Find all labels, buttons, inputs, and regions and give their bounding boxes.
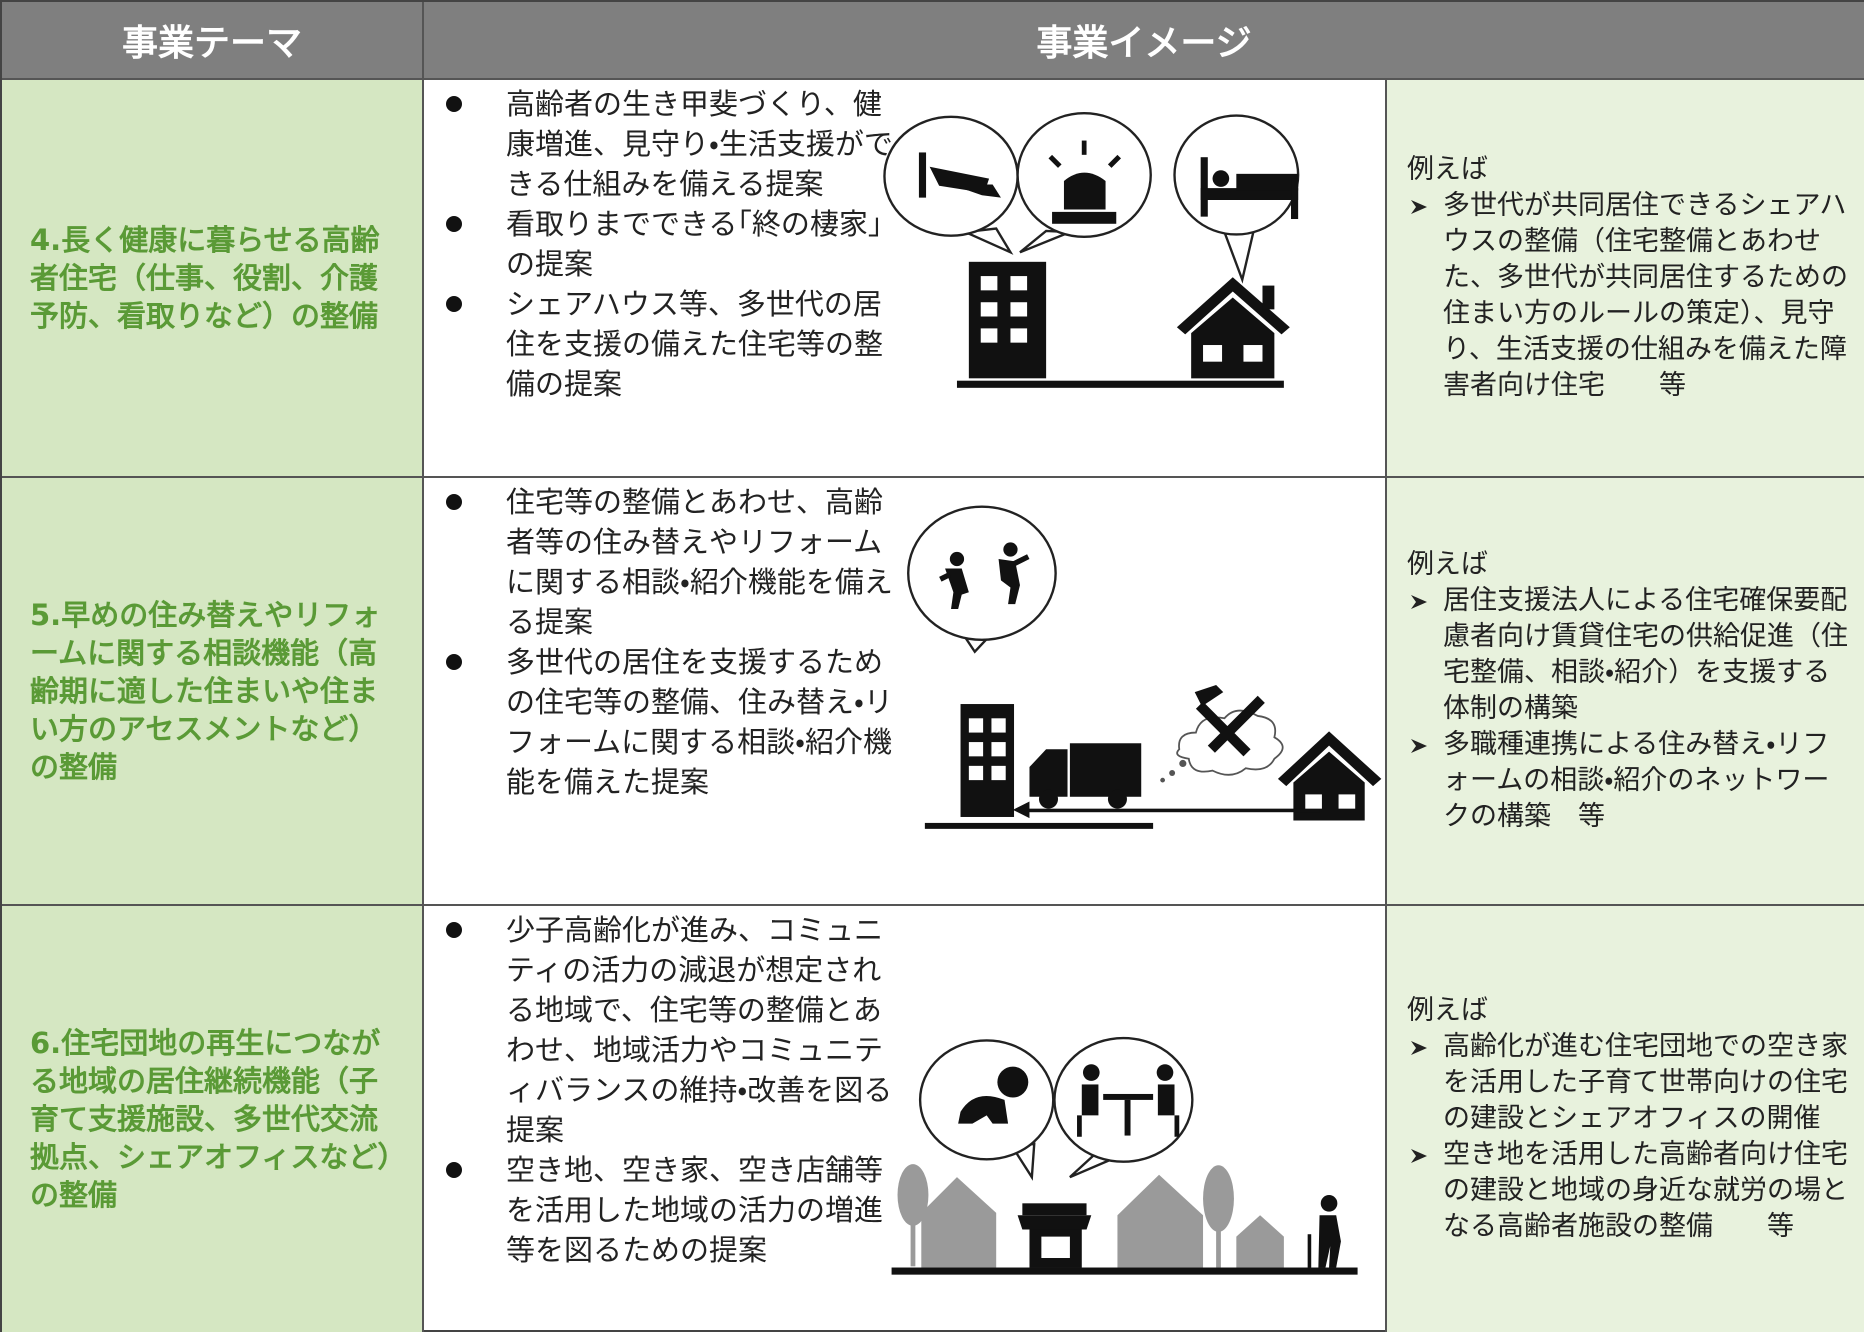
example-intro: 例えば [1407, 154, 1488, 185]
arrow-bullet [1411, 1041, 1427, 1055]
example-cell: 例えば多世代が共同居住できるシェアハウスの整備（住宅整備とあわせた、多世代が共同… [1387, 80, 1864, 478]
example-text: 居住支援法人による住宅確保要配慮者向け賃貸住宅の供給促進（住宅整備、相談・紹介）… [1443, 585, 1848, 724]
bullet-item: 住宅等の整備とあわせ、高齢者等の住み替えやリフォームに関する相談・紹介機能を備え… [438, 482, 1385, 642]
arrow-bullet [1411, 200, 1427, 214]
arrow-shape [1411, 1041, 1427, 1055]
bullet-text: 看取りまでできる｢終の棲家｣の提案 [506, 207, 883, 281]
arrow-bullet [1411, 1149, 1427, 1163]
arrow-bullet [1411, 739, 1427, 753]
bullet-dot [446, 296, 462, 312]
example-intro: 例えば [1407, 549, 1488, 580]
header-image: 事業イメージ [424, 2, 1864, 80]
theme-text: 6.住宅団地の再生につながる地域の居住継続機能（子育て支援施設、多世代交流拠点、… [30, 1026, 392, 1212]
header-theme: 事業テーマ [2, 2, 424, 80]
arrow-shape [1411, 739, 1427, 753]
bullet-item: 少子高齢化が進み、コミュニティの活力の減退が想定される地域で、住宅等の整備とあわ… [438, 910, 1385, 1150]
bullet-text: 少子高齢化が進み、コミュニティの活力の減退が想定される地域で、住宅等の整備とあわ… [506, 913, 893, 1147]
arrow-shape [1411, 1149, 1427, 1163]
bullet-text: 高齢者の生き甲斐づくり、健康増進、見守り・生活支援ができる仕組みを備える提案 [506, 87, 893, 201]
example-item: 高齢化が進む住宅団地での空き家を活用した子育て世帯向けの住宅の建設とシェアオフィ… [1407, 1029, 1854, 1137]
example-item: 多世代が共同居住できるシェアハウスの整備（住宅整備とあわせた、多世代が共同居住す… [1407, 188, 1854, 404]
bullet-text: 空き地、空き家、空き店舗等を活用した地域の活力の増進等を図るための提案 [506, 1153, 884, 1267]
bullet-dot [446, 922, 462, 938]
example-text: 高齢化が進む住宅団地での空き家を活用した子育て世帯向けの住宅の建設とシェアオフィ… [1443, 1031, 1848, 1134]
bullet-text: シェアハウス等、多世代の居住を支援の備えた住宅等の整備の提案 [506, 287, 884, 401]
arrow-shape [1411, 595, 1427, 609]
example-text: 多世代が共同居住できるシェアハウスの整備（住宅整備とあわせた、多世代が共同居住す… [1443, 190, 1848, 401]
bullet-text: 住宅等の整備とあわせ、高齢者等の住み替えやリフォームに関する相談・紹介機能を備え… [506, 485, 893, 639]
theme-cell: 5.早めの住み替えやリフォームに関する相談機能（高齢期に適した住まいや住まい方の… [2, 478, 424, 906]
bullet-dot [446, 654, 462, 670]
bullet-item: 空き地、空き家、空き店舗等を活用した地域の活力の増進等を図るための提案 [438, 1150, 1385, 1270]
bullet-cell: 住宅等の整備とあわせ、高齢者等の住み替えやリフォームに関する相談・紹介機能を備え… [424, 478, 1387, 906]
theme-text: 5.早めの住み替えやリフォームに関する相談機能（高齢期に適した住まいや住まい方の… [30, 598, 381, 784]
arrow-shape [1411, 200, 1427, 214]
bullet-item: シェアハウス等、多世代の居住を支援の備えた住宅等の整備の提案 [438, 284, 1385, 404]
bullet-item: 看取りまでできる｢終の棲家｣の提案 [438, 204, 1385, 284]
example-cell: 例えば居住支援法人による住宅確保要配慮者向け賃貸住宅の供給促進（住宅整備、相談・… [1387, 478, 1864, 906]
bullet-item: 高齢者の生き甲斐づくり、健康増進、見守り・生活支援ができる仕組みを備える提案 [438, 84, 1385, 204]
bullet-dot [446, 1162, 462, 1178]
example-text: 空き地を活用した高齢者向け住宅の建設と地域の身近な就労の場となる高齢者施設の整備… [1443, 1139, 1848, 1242]
theme-cell: 6.住宅団地の再生につながる地域の居住継続機能（子育て支援施設、多世代交流拠点、… [2, 906, 424, 1332]
theme-cell: 4.長く健康に暮らせる高齢者住宅（仕事、役割、介護予防、看取りなど）の整備 [2, 80, 424, 478]
example-item: 空き地を活用した高齢者向け住宅の建設と地域の身近な就労の場となる高齢者施設の整備… [1407, 1137, 1854, 1245]
bullet-dot [446, 216, 462, 232]
example-cell: 例えば高齢化が進む住宅団地での空き家を活用した子育て世帯向けの住宅の建設とシェア… [1387, 906, 1864, 1332]
example-item: 居住支援法人による住宅確保要配慮者向け賃貸住宅の供給促進（住宅整備、相談・紹介）… [1407, 583, 1854, 727]
example-text: 多職種連携による住み替え・リフォームの相談・紹介のネットワークの構築 等 [1443, 729, 1830, 832]
arrow-bullet [1411, 595, 1427, 609]
bullet-cell: 高齢者の生き甲斐づくり、健康増進、見守り・生活支援ができる仕組みを備える提案 看取… [424, 80, 1387, 478]
bullet-dot [446, 494, 462, 510]
bullet-dot [446, 96, 462, 112]
bullet-item: 多世代の居住を支援するための住宅等の整備、住み替え・リフォームに関する相談・紹介… [438, 642, 1385, 802]
theme-text: 4.長く健康に暮らせる高齢者住宅（仕事、役割、介護予防、看取りなど）の整備 [30, 223, 380, 333]
example-item: 多職種連携による住み替え・リフォームの相談・紹介のネットワークの構築 等 [1407, 727, 1854, 835]
bullet-text: 多世代の居住を支援するための住宅等の整備、住み替え・リフォームに関する相談・紹介… [506, 645, 893, 799]
bullet-cell: 少子高齢化が進み、コミュニティの活力の減退が想定される地域で、住宅等の整備とあわ… [424, 906, 1387, 1332]
example-intro: 例えば [1407, 995, 1488, 1026]
